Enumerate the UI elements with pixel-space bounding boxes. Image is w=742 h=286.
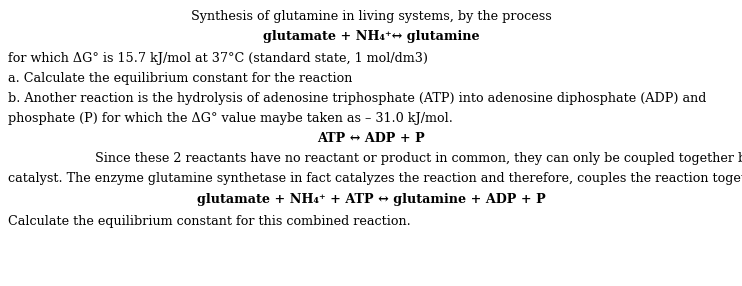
Text: for which ΔG° is 15.7 kJ/mol at 37°C (standard state, 1 mol/dm3): for which ΔG° is 15.7 kJ/mol at 37°C (st… — [8, 52, 428, 65]
Text: Calculate the equilibrium constant for this combined reaction.: Calculate the equilibrium constant for t… — [8, 215, 411, 228]
Text: b. Another reaction is the hydrolysis of adenosine triphosphate (ATP) into adeno: b. Another reaction is the hydrolysis of… — [8, 92, 706, 105]
Text: glutamate + NH₄⁺↔ glutamine: glutamate + NH₄⁺↔ glutamine — [263, 30, 479, 43]
Text: ATP ↔ ADP + P: ATP ↔ ADP + P — [317, 132, 425, 145]
Text: Synthesis of glutamine in living systems, by the process: Synthesis of glutamine in living systems… — [191, 10, 551, 23]
Text: phosphate (P) for which the ΔG° value maybe taken as – 31.0 kJ/mol.: phosphate (P) for which the ΔG° value ma… — [8, 112, 453, 125]
Text: catalyst. The enzyme glutamine synthetase in fact catalyzes the reaction and the: catalyst. The enzyme glutamine synthetas… — [8, 172, 742, 185]
Text: glutamate + NH₄⁺ + ATP ↔ glutamine + ADP + P: glutamate + NH₄⁺ + ATP ↔ glutamine + ADP… — [197, 193, 545, 206]
Text: a. Calculate the equilibrium constant for the reaction: a. Calculate the equilibrium constant fo… — [8, 72, 352, 85]
Text: Since these 2 reactants have no reactant or product in common, they can only be : Since these 2 reactants have no reactant… — [95, 152, 742, 165]
